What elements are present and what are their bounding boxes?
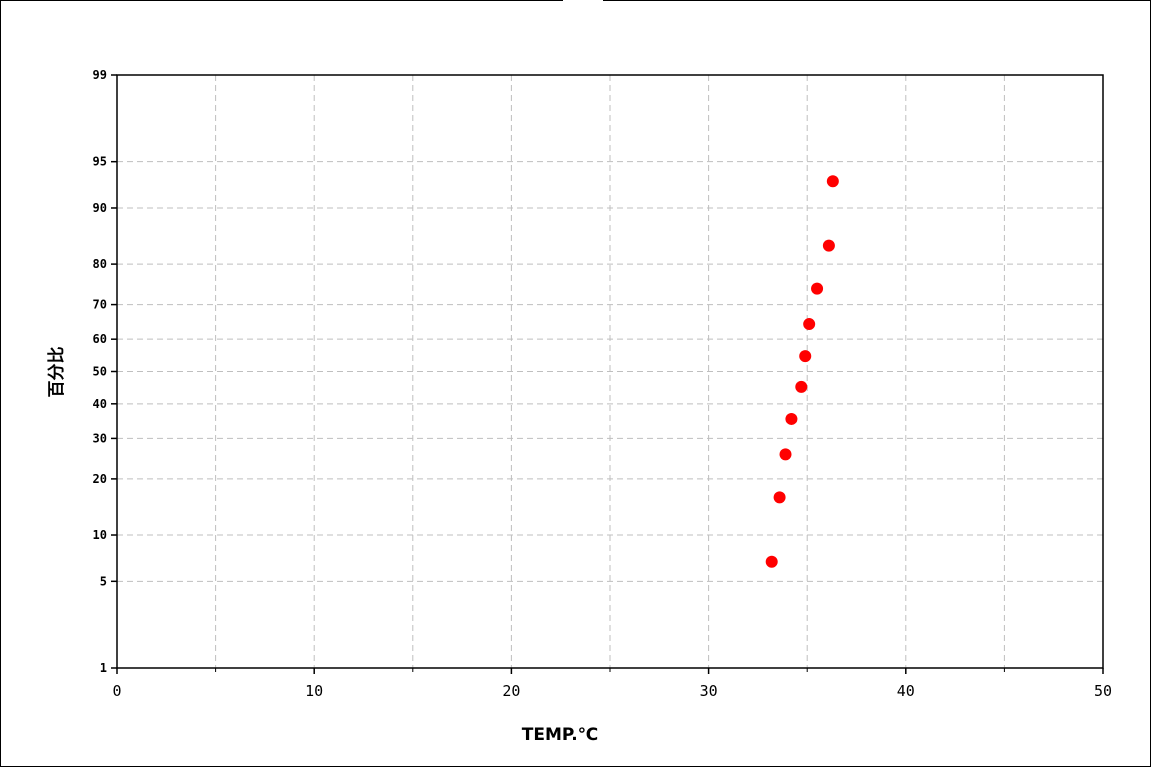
data-point [811, 282, 824, 295]
data-point [826, 175, 839, 188]
data-point [785, 412, 798, 425]
y-tick-label: 5 [100, 574, 107, 588]
y-tick-label: 60 [93, 332, 107, 346]
data-point [795, 380, 808, 393]
data-points [765, 175, 839, 568]
grid-lines [117, 75, 1103, 668]
y-tick-label: 40 [93, 397, 107, 411]
x-tick-label: 30 [700, 682, 718, 700]
data-point [765, 555, 778, 568]
x-tick-label: 40 [897, 682, 915, 700]
x-axis-title: TEMP.℃ [522, 725, 599, 745]
y-tick-label: 30 [93, 431, 107, 445]
y-tick-label: 10 [93, 528, 107, 542]
data-point [803, 318, 816, 331]
watermark-mark [563, 0, 603, 18]
data-point [822, 239, 835, 252]
data-point [779, 448, 792, 461]
x-tick-label: 10 [305, 682, 323, 700]
y-tick-label: 1 [100, 661, 107, 675]
x-tick-label: 50 [1094, 682, 1112, 700]
data-point [799, 350, 812, 363]
y-tick-label: 90 [93, 201, 107, 215]
y-tick-label: 50 [93, 365, 107, 379]
y-tick-label: 99 [93, 68, 107, 82]
x-tick-label: 20 [502, 682, 520, 700]
y-axis: 1 5 10 20 30 40 50 60 70 80 90 95 99 [93, 68, 117, 675]
x-tick-label: 0 [112, 682, 121, 700]
y-tick-label: 70 [93, 298, 107, 312]
y-tick-label: 80 [93, 257, 107, 271]
x-axis: 0 10 20 30 40 50 [112, 668, 1112, 700]
data-point [773, 491, 786, 504]
y-tick-label: 20 [93, 472, 107, 486]
y-tick-label: 95 [93, 155, 107, 169]
y-axis-title: 百分比 [46, 347, 67, 398]
